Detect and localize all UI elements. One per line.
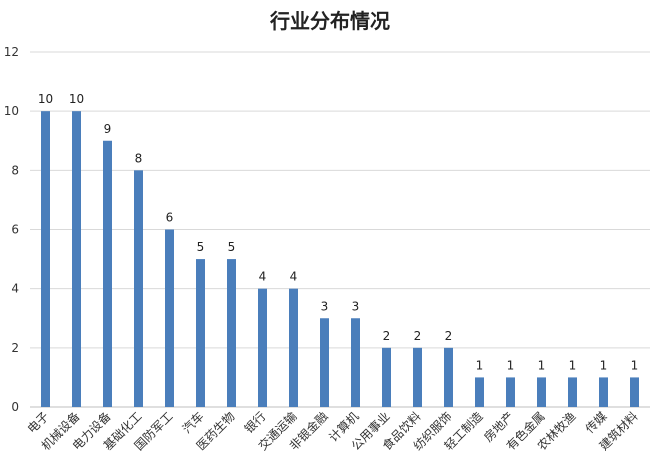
bar-15 [506, 377, 515, 407]
y-tick-label: 10 [4, 104, 19, 118]
data-label: 3 [352, 299, 360, 313]
data-label: 4 [259, 270, 267, 284]
data-label: 2 [445, 329, 453, 343]
bar-0 [41, 111, 50, 408]
data-label: 2 [383, 329, 391, 343]
data-label: 1 [631, 358, 639, 372]
data-label: 10 [38, 92, 53, 106]
bar-12 [413, 347, 422, 407]
x-tick-label: 传媒 [582, 409, 610, 437]
data-label: 5 [197, 240, 205, 254]
data-label: 4 [290, 270, 298, 284]
bar-11 [382, 347, 391, 407]
x-tick-label: 电子 [25, 409, 52, 436]
data-label: 3 [321, 299, 329, 313]
y-tick-label: 8 [11, 163, 19, 177]
bar-2 [103, 140, 112, 407]
bar-8 [289, 288, 298, 407]
data-label: 9 [104, 122, 112, 136]
bar-7 [258, 288, 267, 407]
gridlines [30, 51, 650, 408]
data-label: 1 [476, 358, 484, 372]
data-label: 1 [538, 358, 546, 372]
bar-17 [568, 377, 577, 407]
data-label: 6 [166, 211, 174, 225]
data-label: 1 [569, 358, 577, 372]
y-axis-tick-labels: 0 2 4 6 8 10 12 [4, 45, 19, 414]
chart-title: 行业分布情况 [269, 9, 390, 33]
y-tick-label: 12 [4, 45, 19, 59]
bar-18 [599, 377, 608, 407]
data-label: 1 [600, 358, 608, 372]
x-tick-label: 银行 [242, 409, 269, 436]
bar-5 [196, 259, 205, 407]
bar-3 [134, 170, 143, 407]
bar-4 [165, 229, 174, 407]
data-label: 10 [69, 92, 84, 106]
bar-16 [537, 377, 546, 407]
data-labels: 10 10 9 8 6 5 5 4 4 3 3 2 2 2 1 1 1 1 1 1 [38, 92, 638, 372]
bars [41, 111, 639, 408]
bar-13 [444, 347, 453, 407]
y-tick-label: 2 [11, 341, 19, 355]
data-label: 2 [414, 329, 422, 343]
data-label: 8 [135, 151, 143, 165]
y-tick-label: 6 [11, 223, 19, 237]
x-tick-label: 汽车 [179, 409, 207, 437]
data-label: 1 [507, 358, 515, 372]
bar-1 [72, 111, 81, 408]
y-tick-label: 0 [11, 400, 19, 414]
bar-14 [475, 377, 484, 407]
bar-19 [630, 377, 639, 407]
y-tick-label: 4 [11, 282, 19, 296]
bar-9 [320, 318, 329, 407]
data-label: 5 [228, 240, 236, 254]
bar-10 [351, 318, 360, 407]
bar-6 [227, 259, 236, 407]
